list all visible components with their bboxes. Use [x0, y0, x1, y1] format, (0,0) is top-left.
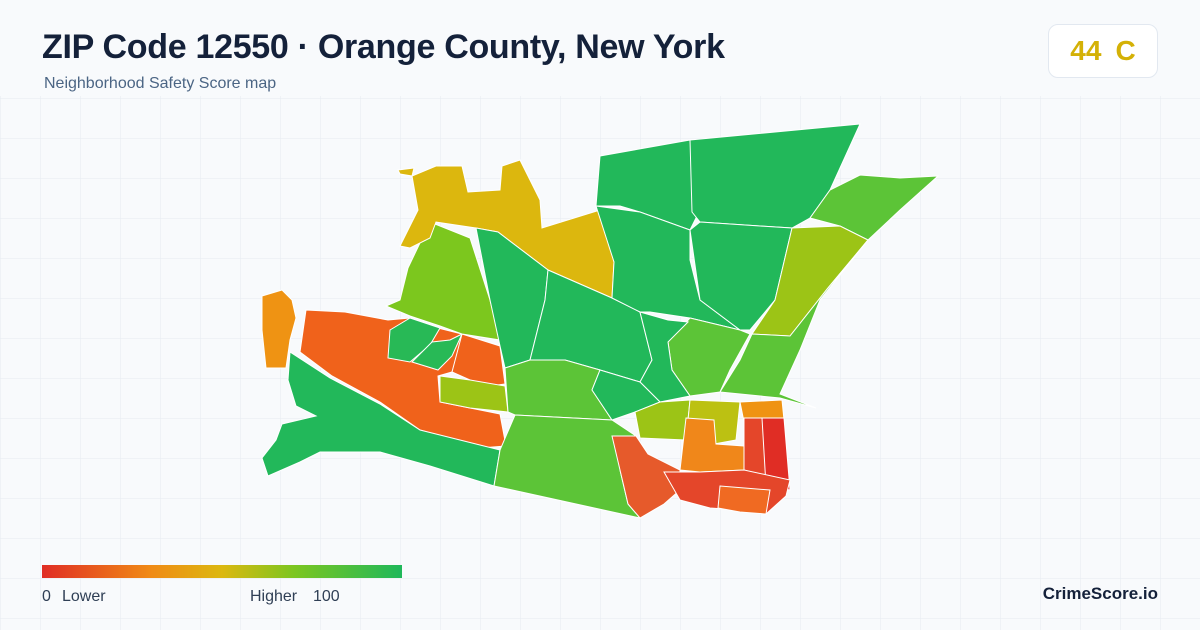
grade: C [1115, 35, 1136, 66]
score-badge: 44 C [1048, 24, 1158, 78]
brand: CrimeScore.io [1042, 584, 1158, 603]
area [261, 351, 501, 487]
legend-min: 0 [42, 588, 51, 605]
legend-max-label: Higher [250, 588, 298, 605]
legend-min-label: Lower [62, 588, 106, 605]
area [611, 435, 681, 519]
area [261, 289, 297, 369]
legend-gradient [42, 565, 402, 578]
title: ZIP Code 12550 · Orange County, New York [42, 28, 725, 66]
score: 44 [1070, 35, 1102, 66]
area [761, 417, 791, 491]
area [399, 159, 615, 299]
legend-max: 100 [313, 588, 340, 605]
subtitle: Neighborhood Safety Score map [44, 75, 277, 92]
area [717, 485, 771, 515]
area [639, 311, 691, 403]
area [719, 239, 869, 409]
area [397, 167, 415, 177]
zip-map [261, 123, 940, 519]
